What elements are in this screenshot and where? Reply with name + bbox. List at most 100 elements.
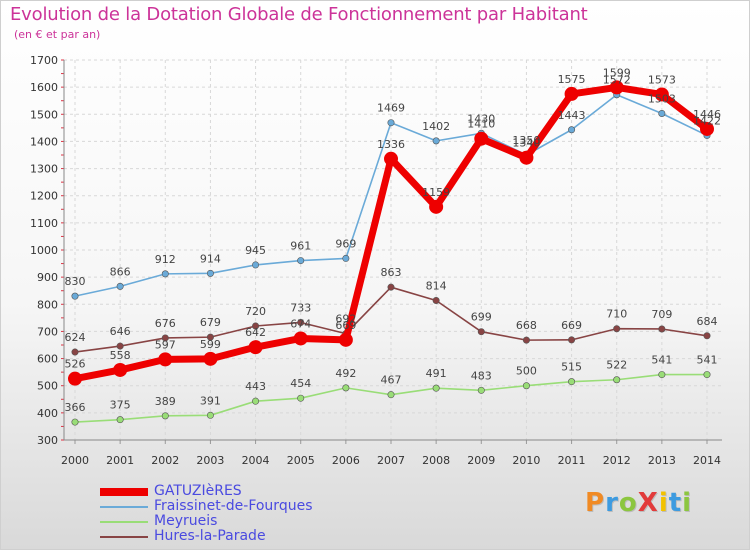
data-label: 375 xyxy=(110,399,131,412)
data-point xyxy=(387,119,395,127)
chart-subtitle: (en € et par an) xyxy=(14,28,101,41)
data-label: 669 xyxy=(335,319,356,332)
y-tick-label: 800 xyxy=(37,298,58,311)
legend-label: Meyrueis xyxy=(154,513,218,529)
data-label: 443 xyxy=(245,380,266,393)
data-point xyxy=(203,351,218,366)
y-tick-label: 300 xyxy=(37,434,58,447)
data-label: 1410 xyxy=(467,118,495,131)
data-label: 541 xyxy=(697,354,718,367)
x-tick-label: 2014 xyxy=(693,454,721,467)
x-tick-label: 2008 xyxy=(422,454,450,467)
legend-label: Hures-la-Parade xyxy=(154,528,266,544)
data-label: 814 xyxy=(426,279,447,292)
y-tick-label: 500 xyxy=(37,380,58,393)
data-label: 558 xyxy=(110,349,131,362)
data-label: 1402 xyxy=(422,120,450,133)
y-tick-label: 600 xyxy=(37,353,58,366)
data-point xyxy=(613,325,621,333)
data-point xyxy=(116,282,124,290)
data-label: 1469 xyxy=(377,102,405,115)
data-point xyxy=(342,254,350,262)
x-tick-label: 2006 xyxy=(332,454,360,467)
logo-letter: r xyxy=(605,488,619,518)
data-label: 1422 xyxy=(693,114,721,127)
data-point xyxy=(384,151,398,166)
data-label: 391 xyxy=(200,394,221,407)
logo-letter: i xyxy=(682,488,693,518)
data-point xyxy=(338,332,353,347)
data-point xyxy=(429,199,444,214)
data-label: 642 xyxy=(245,326,266,339)
logo-letter: t xyxy=(668,488,683,518)
data-label: 669 xyxy=(561,319,582,332)
y-tick-label: 900 xyxy=(37,271,58,284)
data-point xyxy=(658,109,666,117)
data-label: 597 xyxy=(155,338,176,351)
data-point xyxy=(206,411,214,419)
data-point xyxy=(116,416,124,424)
data-point xyxy=(432,137,440,145)
data-point xyxy=(252,397,260,405)
data-point xyxy=(568,378,576,386)
data-point xyxy=(477,328,485,336)
y-tick-label: 1600 xyxy=(30,81,58,94)
data-point xyxy=(432,384,440,392)
data-point xyxy=(248,340,263,355)
data-label: 1503 xyxy=(648,92,676,105)
data-label: 500 xyxy=(516,365,537,378)
x-tick-label: 2013 xyxy=(648,454,676,467)
data-label: 945 xyxy=(245,244,266,257)
logo-letter: i xyxy=(658,488,669,518)
data-point xyxy=(158,352,173,367)
data-label: 526 xyxy=(65,358,86,371)
data-label: 454 xyxy=(290,377,311,390)
data-point xyxy=(206,269,214,277)
data-point xyxy=(568,126,576,134)
data-label: 515 xyxy=(561,361,582,374)
y-tick-label: 1000 xyxy=(30,244,58,257)
data-label: 1350 xyxy=(512,134,540,147)
data-label: 492 xyxy=(335,367,356,380)
data-label: 969 xyxy=(335,237,356,250)
data-label: 522 xyxy=(606,359,627,372)
line-chart: 300 400 500 600 700 800 900 1000 1100 1200 1300 140… xyxy=(30,54,722,467)
x-tick-label: 2011 xyxy=(558,454,586,467)
data-point xyxy=(206,333,214,341)
data-point xyxy=(297,318,305,326)
legend-swatch xyxy=(100,521,148,523)
data-label: 699 xyxy=(471,311,492,324)
y-tick-label: 1400 xyxy=(30,135,58,148)
data-point xyxy=(297,257,305,265)
y-tick-label: 1100 xyxy=(30,217,58,230)
data-point xyxy=(522,382,530,390)
data-label: 720 xyxy=(245,305,266,318)
data-label: 912 xyxy=(155,253,176,266)
data-label: 961 xyxy=(290,240,311,253)
data-label: 483 xyxy=(471,369,492,382)
data-label: 491 xyxy=(426,367,447,380)
data-label: 1599 xyxy=(603,66,631,79)
data-point xyxy=(113,362,128,377)
data-point xyxy=(387,391,395,399)
data-point xyxy=(703,371,711,379)
data-label: 863 xyxy=(381,266,402,279)
data-point xyxy=(522,336,530,344)
data-point xyxy=(658,371,666,379)
data-point xyxy=(297,394,305,402)
x-tick-label: 2005 xyxy=(287,454,315,467)
data-label: 467 xyxy=(381,374,402,387)
x-tick-label: 2012 xyxy=(603,454,631,467)
legend-label: GATUZIèRES xyxy=(154,483,242,499)
data-point xyxy=(71,418,79,426)
data-label: 914 xyxy=(200,252,221,265)
series-line xyxy=(71,83,711,383)
data-point xyxy=(342,384,350,392)
data-labels: 526 558 597 599 642 674 669 1336 1159 1410 1340 157… xyxy=(65,66,722,414)
axes: 300 400 500 600 700 800 900 1000 1100 1200 1300 140… xyxy=(30,54,722,467)
data-label: 624 xyxy=(65,331,86,344)
logo-letter: P xyxy=(585,488,606,518)
data-point xyxy=(71,292,79,300)
data-label: 1446 xyxy=(693,108,721,121)
data-label: 646 xyxy=(110,325,131,338)
